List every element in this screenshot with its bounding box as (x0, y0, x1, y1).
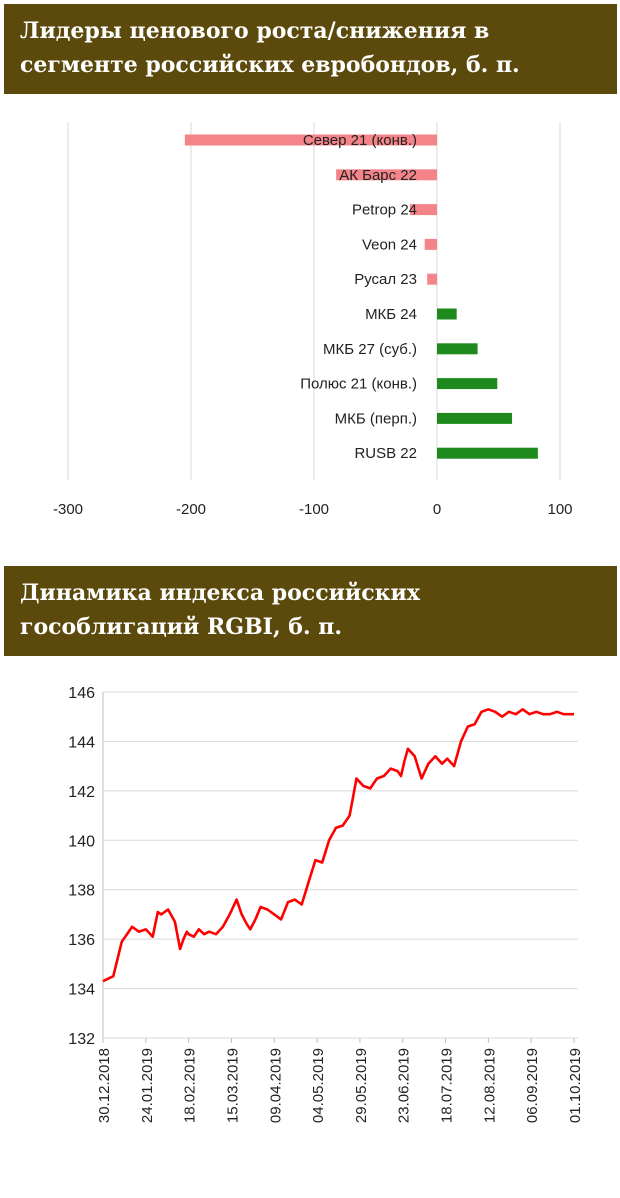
category-label: АК Барс 22 (339, 167, 417, 184)
y-tick-label: 144 (68, 734, 95, 751)
x-tick-label: 18.02.2019 (182, 1048, 199, 1123)
x-tick-label: -200 (176, 501, 206, 518)
category-label: Север 21 (конв.) (303, 132, 417, 149)
x-tick-label: 09.04.2019 (267, 1048, 284, 1123)
bar (427, 273, 437, 285)
title-line-1: Лидеры ценового роста/снижения в (20, 18, 490, 44)
x-tick-label: 15.03.2019 (224, 1048, 241, 1123)
category-label: Полюс 21 (конв.) (300, 376, 417, 393)
category-label: RUSB 22 (354, 445, 417, 462)
x-tick-label: 30.12.2018 (96, 1048, 113, 1123)
title-line-1: Динамика индекса российских (20, 580, 420, 606)
bar (437, 447, 538, 459)
eurobond-bar-chart: -300 -200 -100 0 100 Север 21 (конв.) АК Барс … (53, 122, 573, 518)
bar (437, 378, 498, 390)
x-tick-label: 29.05.2019 (353, 1048, 370, 1123)
category-label: МКБ 24 (365, 306, 417, 323)
category-label: МКБ 27 (суб.) (323, 341, 417, 358)
category-label: Veon 24 (362, 236, 417, 253)
bar (437, 343, 478, 355)
bar (184, 134, 437, 146)
y-tick-label: 136 (68, 932, 95, 949)
x-tick-label: 0 (433, 501, 441, 518)
y-tick-label: 132 (68, 1031, 95, 1048)
x-tick-label: 04.05.2019 (310, 1048, 327, 1123)
x-tick-label: 12.08.2019 (481, 1048, 498, 1123)
bar (437, 308, 457, 320)
title-line-2: гособлигаций RGBI, б. п. (20, 614, 343, 640)
series-line-rgbi (102, 707, 574, 983)
title-line-2: сегменте российских евробондов, б. п. (20, 52, 520, 78)
bar (409, 204, 437, 216)
x-tick-label: 23.06.2019 (396, 1048, 413, 1123)
x-tick-label: -100 (299, 501, 329, 518)
bar (437, 412, 513, 424)
y-tick-label: 146 (68, 685, 95, 702)
bar (336, 169, 437, 181)
x-tick-label: 06.09.2019 (524, 1048, 541, 1123)
x-tick-label: 18.07.2019 (439, 1048, 456, 1123)
x-tick-label: 100 (547, 501, 572, 518)
chart-title-eurobonds: Лидеры ценового роста/снижения в сегмент… (4, 4, 617, 94)
y-tick-label: 142 (68, 784, 95, 801)
category-label: МКБ (перп.) (335, 410, 417, 427)
x-tick-label: -300 (53, 501, 83, 518)
chart-title-rgbi: Динамика индекса российских гособлигаций… (4, 566, 617, 656)
x-tick-label: 24.01.2019 (139, 1048, 156, 1123)
bar (424, 238, 437, 250)
y-tick-label: 138 (68, 883, 95, 900)
y-tick-label: 134 (68, 982, 95, 999)
x-tick-label: 01.10.2019 (567, 1048, 584, 1123)
category-label: Русал 23 (354, 271, 417, 288)
y-tick-label: 140 (68, 833, 95, 850)
category-label: Petrop 24 (352, 202, 417, 219)
